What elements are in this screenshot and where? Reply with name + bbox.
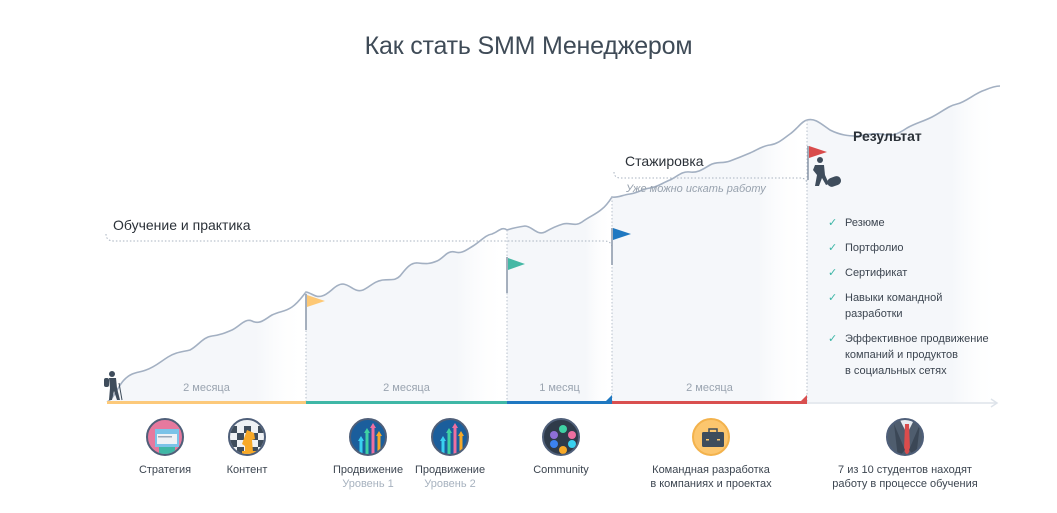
step-team-development: Командная разработка в компаниях и проек… — [636, 418, 786, 491]
flag-icon-4 — [807, 146, 827, 180]
community-icon — [542, 418, 580, 456]
check-icon: ✓ — [828, 242, 838, 254]
segment-bar-3 — [507, 401, 612, 404]
progress-area — [107, 292, 306, 402]
check-icon: ✓ — [828, 292, 838, 304]
promotion-arrows-icon — [349, 418, 387, 456]
step-promotion-2: Продвижение Уровень 2 — [375, 418, 525, 491]
result-item: ✓ Портфолио — [828, 242, 904, 254]
step-employment: 7 из 10 студентов находят работу в проце… — [830, 418, 980, 491]
stage-internship-label: Стажировка — [625, 153, 704, 169]
segment-bar-4 — [612, 401, 807, 404]
segment-duration-2: 2 месяца — [383, 382, 430, 394]
promotion-arrows-icon — [431, 418, 469, 456]
flag-icon-3 — [611, 228, 631, 265]
segment-duration-1: 2 месяца — [183, 382, 230, 394]
strategy-icon — [146, 418, 184, 456]
course-steps: Стратегия Контент Продвижение Уровень 1 … — [0, 418, 1057, 508]
climber-icon — [813, 157, 842, 187]
result-item: ✓ Навыки командной разработки — [828, 292, 943, 320]
progress-curve — [106, 85, 1001, 403]
segment-duration-4: 2 месяца — [686, 382, 733, 394]
flag-icon-1 — [305, 294, 325, 330]
step-strategy: Стратегия — [90, 418, 240, 477]
segment-bar-1 — [107, 401, 306, 404]
step-community: Community — [486, 418, 636, 477]
stage-learning-label: Обучение и практика — [113, 217, 251, 233]
stage-result-label: Результат — [853, 128, 922, 144]
result-item: ✓ Резюме — [828, 217, 885, 229]
check-icon: ✓ — [828, 217, 838, 229]
check-icon: ✓ — [828, 267, 838, 279]
segment-duration-3: 1 месяц — [539, 382, 580, 394]
content-chess-icon — [228, 418, 266, 456]
hiker-icon — [104, 371, 123, 401]
flag-icon-2 — [506, 257, 525, 293]
segment-bar-2 — [306, 401, 507, 404]
suit-tie-icon — [886, 418, 924, 456]
step-content: Контент — [172, 418, 322, 477]
page-title: Как стать SMM Менеджером — [364, 32, 693, 60]
briefcase-icon — [692, 418, 730, 456]
result-list: ✓ Резюме ✓ Портфолио ✓ Сертификат ✓ Навыки к… — [828, 215, 1018, 388]
check-icon: ✓ — [828, 333, 838, 345]
result-item: ✓ Сертификат — [828, 267, 908, 279]
stage-internship-subtitle: Уже можно искать работу — [626, 183, 766, 195]
result-item: ✓ Эффективное продвижение компаний и прод… — [828, 333, 989, 377]
step-promotion-1: Продвижение Уровень 1 — [293, 418, 443, 491]
